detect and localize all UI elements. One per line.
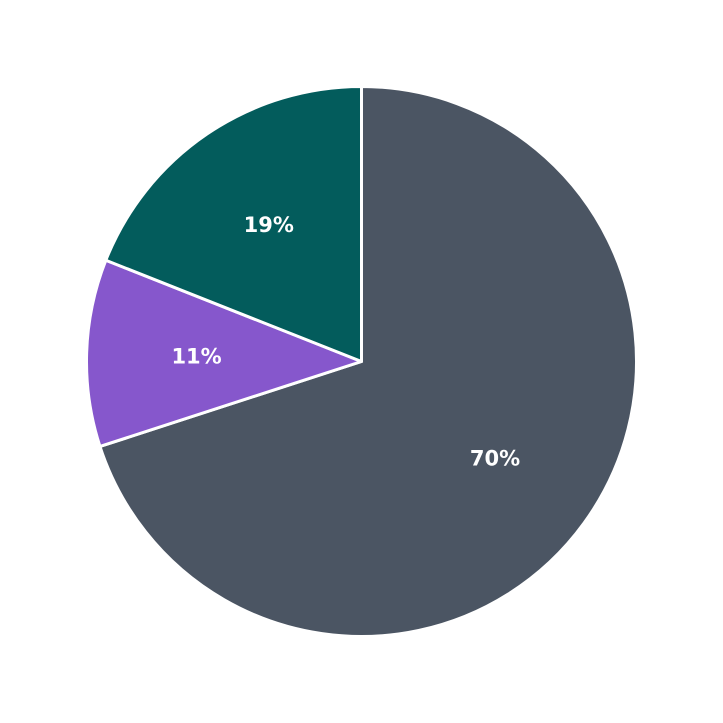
pie-slice-2	[104, 85, 363, 363]
pie-labels: 70% 11% 19%	[171, 213, 520, 470]
pie-slice-label-1: 11%	[171, 344, 221, 368]
pie-slice-1	[85, 258, 363, 448]
pie-slice-0	[98, 85, 638, 638]
pie-slice-label-2: 19%	[244, 213, 294, 237]
pie-slice-label-0: 70%	[470, 446, 520, 470]
pie-slices	[85, 85, 638, 638]
